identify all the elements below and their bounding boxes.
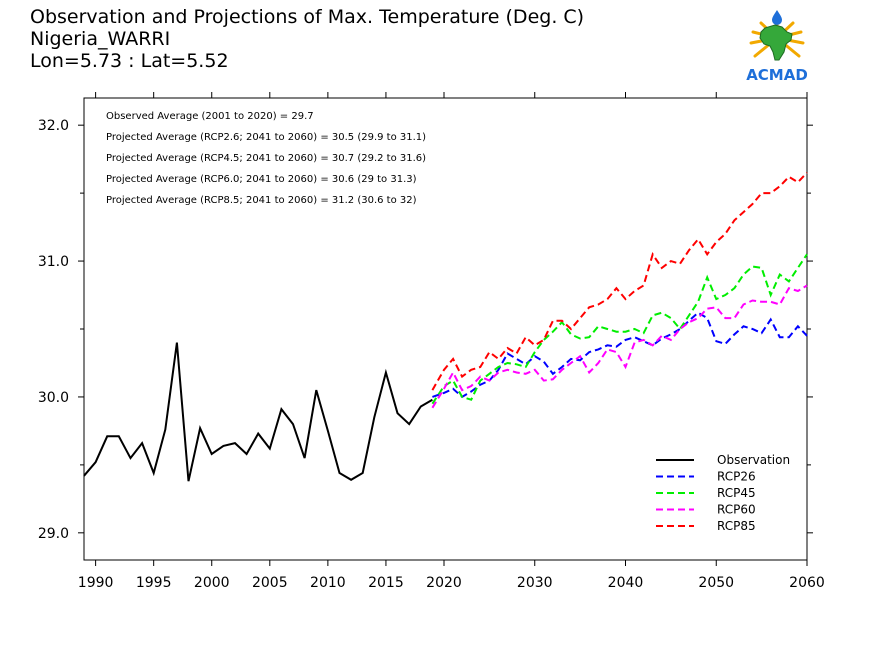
series-line-rcp26	[432, 311, 808, 399]
y-tick-label: 29.0	[38, 526, 69, 542]
location-name: Nigeria_WARRI	[30, 28, 171, 50]
y-tick-label: 30.0	[38, 390, 69, 406]
y-tick-label: 31.0	[38, 254, 69, 270]
chart-title: Observation and Projections of Max. Temp…	[30, 6, 585, 28]
x-tick-label: 2000	[194, 575, 230, 591]
legend-label: RCP85	[717, 519, 756, 533]
acmad-logo: ACMAD	[746, 10, 808, 84]
x-tick-label: 2060	[789, 575, 825, 591]
series-line-rcp60	[431, 284, 808, 409]
series-line-observation	[83, 342, 433, 482]
location-coords: Lon=5.73 : Lat=5.52	[30, 50, 229, 72]
average-annotation: Projected Average (RCP6.0; 2041 to 2060)…	[106, 174, 417, 185]
series-line-rcp85	[431, 172, 808, 391]
x-tick-label: 2050	[698, 575, 734, 591]
x-tick-label: 2010	[310, 575, 346, 591]
x-tick-label: 2040	[608, 575, 644, 591]
average-annotation: Projected Average (RCP4.5; 2041 to 2060)…	[106, 153, 426, 164]
y-tick-label: 32.0	[38, 118, 69, 134]
x-tick-label: 1990	[78, 575, 114, 591]
legend-label: Observation	[717, 453, 790, 467]
x-tick-label: 2005	[252, 575, 288, 591]
x-tick-label: 2020	[426, 575, 462, 591]
africa-map-icon	[759, 24, 793, 61]
plot-frame	[83, 97, 808, 561]
legend-label: RCP60	[717, 503, 756, 517]
average-annotation: Projected Average (RCP2.6; 2041 to 2060)…	[106, 132, 426, 143]
average-annotation: Projected Average (RCP8.5; 2041 to 2060)…	[106, 195, 417, 206]
x-tick-label: 2030	[517, 575, 553, 591]
chart-header: Observation and Projections of Max. Temp…	[30, 6, 584, 72]
x-tick-label: 1995	[136, 575, 172, 591]
series-line-rcp45	[431, 253, 808, 405]
logo-text: ACMAD	[746, 66, 808, 84]
water-drop-icon	[772, 10, 782, 25]
legend-label: RCP26	[717, 470, 756, 484]
legend-label: RCP45	[717, 486, 756, 500]
average-annotation: Observed Average (2001 to 2020) = 29.7	[106, 111, 314, 122]
x-tick-label: 2015	[368, 575, 404, 591]
